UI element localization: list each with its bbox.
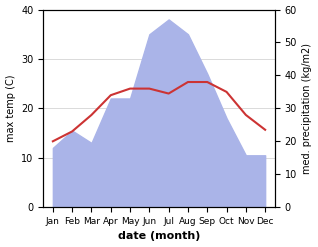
Y-axis label: max temp (C): max temp (C)	[5, 75, 16, 142]
X-axis label: date (month): date (month)	[118, 231, 200, 242]
Y-axis label: med. precipitation (kg/m2): med. precipitation (kg/m2)	[302, 43, 313, 174]
